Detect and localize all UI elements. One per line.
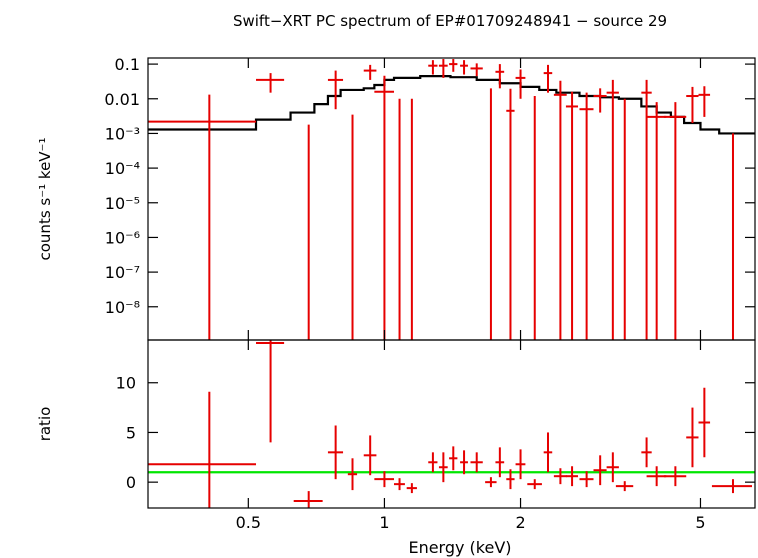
frame (147, 339, 756, 509)
y-tick-label: 0.01 (104, 90, 140, 109)
y-tick-label: 10⁻⁴ (105, 159, 140, 178)
frame (147, 57, 756, 341)
model-line (148, 75, 755, 135)
ratio-panel (148, 340, 755, 508)
y-tick-label: 10⁻⁶ (105, 228, 140, 247)
y-tick-label: 10⁻⁷ (105, 263, 140, 282)
y2-tick-label: 10 (116, 374, 136, 393)
y-tick-label: 10⁻³ (105, 124, 140, 143)
axes: 0.5 1 2 5 0.1 0.01 10⁻³ 10⁻⁴ 10⁻⁵ 10⁻⁶ 10⁻⁷ 10⁻⁸ 0 5 1… (104, 55, 756, 532)
x-tick-label: 5 (695, 513, 705, 532)
y-tick-label: 10⁻⁸ (105, 298, 140, 317)
y2-tick-label: 5 (126, 423, 136, 442)
spectrum-panel (148, 59, 755, 340)
y-axis-label: counts s⁻¹ keV⁻¹ (36, 138, 54, 261)
x-tick-label: 0.5 (236, 513, 261, 532)
x-tick-label: 2 (515, 513, 525, 532)
y-tick-label: 0.1 (115, 55, 140, 74)
chart-title: Swift−XRT PC spectrum of EP#01709248941 … (233, 12, 667, 30)
y2-tick-label: 0 (126, 473, 136, 492)
y2-axis-label: ratio (36, 407, 54, 442)
x-axis-label: Energy (keV) (408, 538, 511, 557)
y-tick-label: 10⁻⁵ (105, 194, 140, 213)
x-tick-label: 1 (379, 513, 389, 532)
